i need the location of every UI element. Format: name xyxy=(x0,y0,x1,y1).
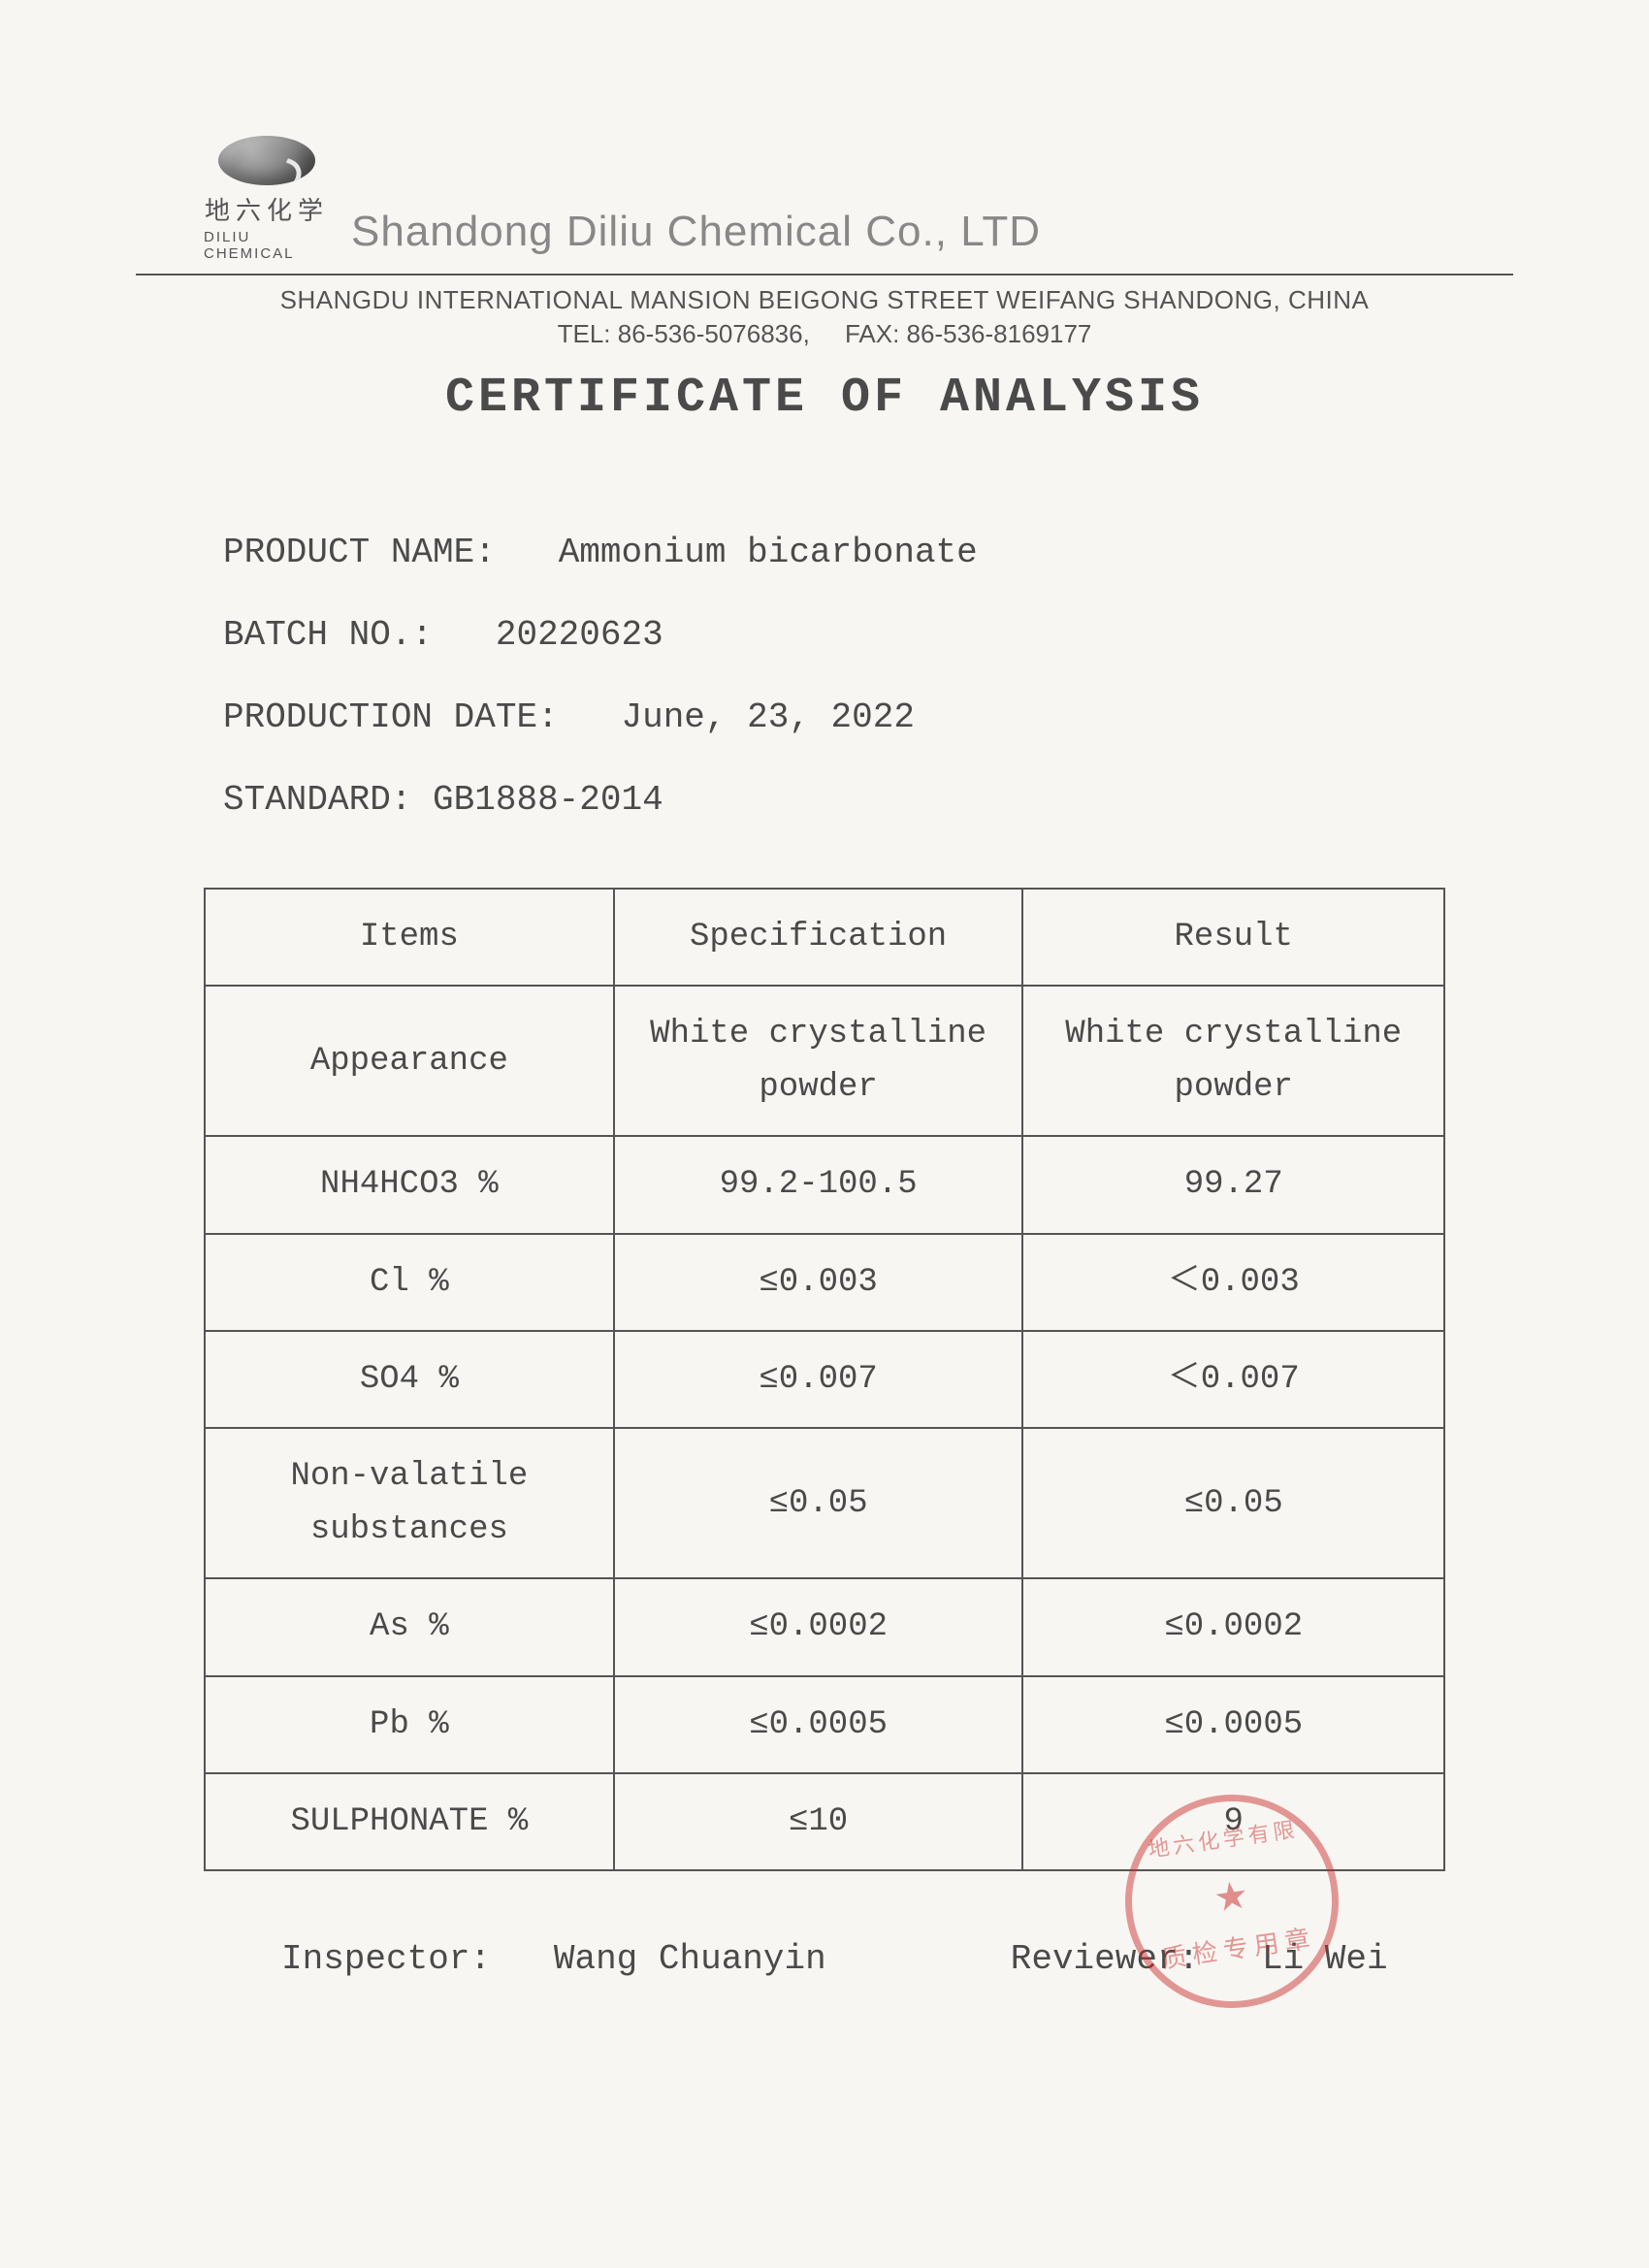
cell-result: ≤0.0005 xyxy=(1022,1676,1444,1773)
standard-value: GB1888-2014 xyxy=(433,780,663,820)
cell-spec: ≤0.0002 xyxy=(614,1578,1023,1675)
cell-item: As % xyxy=(205,1578,614,1675)
stamp-star-icon: ★ xyxy=(1210,1859,1251,1928)
cell-item: Non-valatile substances xyxy=(205,1428,614,1578)
col-header-spec: Specification xyxy=(614,889,1023,986)
stamp-bottom-text: 质检专用章 xyxy=(1159,1919,1318,1976)
cell-result: ＜0.007 xyxy=(1022,1331,1444,1428)
table-row: Pb % ≤0.0005 ≤0.0005 xyxy=(205,1676,1444,1773)
production-date-label: PRODUCTION DATE: xyxy=(223,697,559,737)
stamp-top-text: 地六化学有限 xyxy=(1146,1812,1300,1863)
standard-label: STANDARD: xyxy=(223,780,411,820)
production-date-row: PRODUCTION DATE: June, 23, 2022 xyxy=(223,697,1474,737)
batch-no-label: BATCH NO.: xyxy=(223,615,433,655)
cell-item: SULPHONATE % xyxy=(205,1773,614,1870)
cell-result: ＜0.003 xyxy=(1022,1234,1444,1331)
company-logo: 地六化学 DILIU CHEMICAL xyxy=(204,136,330,262)
cell-item: Cl % xyxy=(205,1234,614,1331)
tel-label: TEL: xyxy=(558,319,611,348)
cell-item: NH4HCO3 % xyxy=(205,1136,614,1233)
header-divider xyxy=(136,274,1513,275)
stamp-inner: 地六化学有限 ★ 质检专用章 xyxy=(1133,1803,1330,2000)
product-name-value: Ammonium bicarbonate xyxy=(559,533,978,572)
cell-result: White crystalline powder xyxy=(1022,986,1444,1136)
col-header-result: Result xyxy=(1022,889,1444,986)
cell-spec: 99.2-100.5 xyxy=(614,1136,1023,1233)
logo-chinese-text: 地六化学 xyxy=(205,191,329,227)
logo-circle-icon xyxy=(218,136,315,185)
cell-result: ≤0.0002 xyxy=(1022,1578,1444,1675)
batch-no-row: BATCH NO.: 20220623 xyxy=(223,615,1474,655)
cell-item: Pb % xyxy=(205,1676,614,1773)
company-contact: TEL: 86-536-5076836, FAX: 86-536-8169177 xyxy=(175,319,1474,349)
product-name-row: PRODUCT NAME: Ammonium bicarbonate xyxy=(223,533,1474,572)
cell-spec: ≤10 xyxy=(614,1773,1023,1870)
table-row: Non-valatile substances ≤0.05 ≤0.05 xyxy=(205,1428,1444,1578)
table-row: Appearance White crystalline powder Whit… xyxy=(205,986,1444,1136)
table-row: Cl % ≤0.003 ＜0.003 xyxy=(205,1234,1444,1331)
product-name-label: PRODUCT NAME: xyxy=(223,533,496,572)
cell-spec: ≤0.003 xyxy=(614,1234,1023,1331)
company-address: SHANGDU INTERNATIONAL MANSION BEIGONG ST… xyxy=(175,285,1474,315)
cell-item: SO4 % xyxy=(205,1331,614,1428)
fax-value: 86-536-8169177 xyxy=(907,319,1092,348)
logo-swirl-icon xyxy=(225,148,308,185)
cell-result: ≤0.05 xyxy=(1022,1428,1444,1578)
header-logo-area: 地六化学 DILIU CHEMICAL Shandong Diliu Chemi… xyxy=(204,136,1474,262)
table-row: As % ≤0.0002 ≤0.0002 xyxy=(205,1578,1444,1675)
company-name: Shandong Diliu Chemical Co., LTD xyxy=(351,208,1041,256)
cell-spec: ≤0.05 xyxy=(614,1428,1023,1578)
cell-spec: ≤0.007 xyxy=(614,1331,1023,1428)
standard-row: STANDARD: GB1888-2014 xyxy=(223,780,1474,820)
table-body: Appearance White crystalline powder Whit… xyxy=(205,986,1444,1870)
cell-spec: ≤0.0005 xyxy=(614,1676,1023,1773)
tel-value: 86-536-5076836, xyxy=(618,319,810,348)
logo-english-text: DILIU CHEMICAL xyxy=(204,229,330,262)
analysis-table: Items Specification Result Appearance Wh… xyxy=(204,888,1445,1871)
cell-spec: White crystalline powder xyxy=(614,986,1023,1136)
col-header-items: Items xyxy=(205,889,614,986)
table-header-row: Items Specification Result xyxy=(205,889,1444,986)
cell-item: Appearance xyxy=(205,986,614,1136)
cell-result: 99.27 xyxy=(1022,1136,1444,1233)
inspector-label: Inspector: xyxy=(281,1939,491,1979)
inspector-name: Wang Chuanyin xyxy=(554,1939,826,1979)
production-date-value: June, 23, 2022 xyxy=(621,697,914,737)
table-row: NH4HCO3 % 99.2-100.5 99.27 xyxy=(205,1136,1444,1233)
product-info-block: PRODUCT NAME: Ammonium bicarbonate BATCH… xyxy=(223,533,1474,820)
table-row: SO4 % ≤0.007 ＜0.007 xyxy=(205,1331,1444,1428)
batch-no-value: 20220623 xyxy=(496,615,663,655)
document-title: CERTIFICATE OF ANALYSIS xyxy=(175,371,1474,426)
inspector-block: Inspector: Wang Chuanyin xyxy=(281,1939,826,1979)
signature-row: Inspector: Wang Chuanyin Reviewer: Li We… xyxy=(281,1939,1474,1979)
fax-label: FAX: xyxy=(845,319,899,348)
